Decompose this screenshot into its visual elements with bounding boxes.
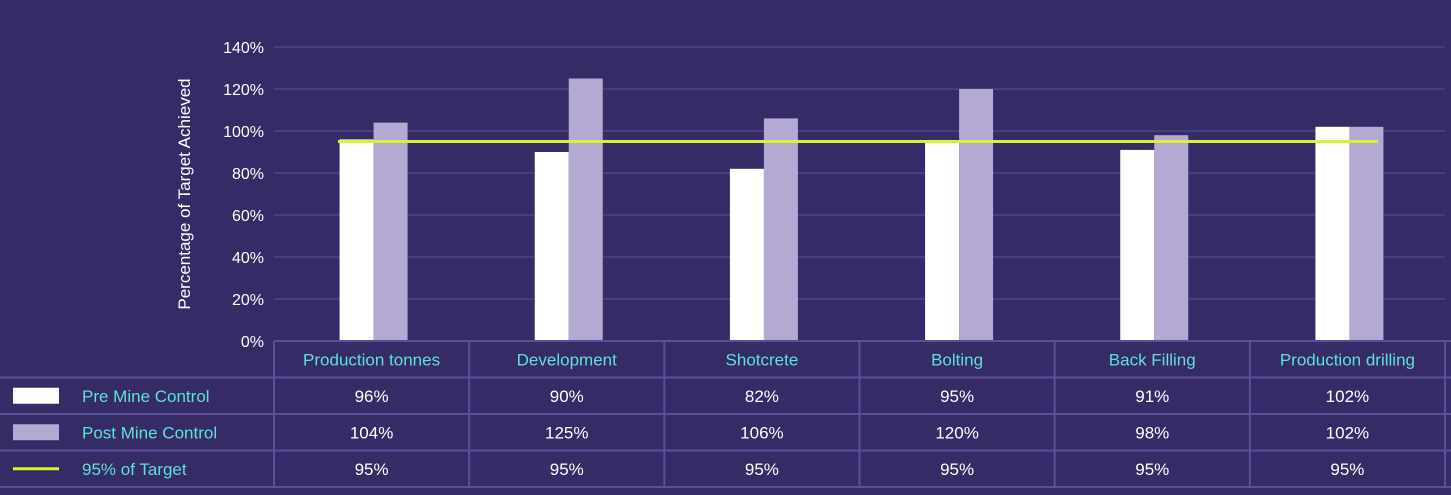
data-table-cell: 95% [1330, 460, 1364, 479]
category-label: Production tonnes [303, 350, 440, 369]
y-tick-label: 80% [232, 166, 264, 183]
data-table-cell: 102% [1326, 387, 1369, 406]
data-table-cell: 120% [935, 423, 978, 442]
data-table-cell: 95% [940, 387, 974, 406]
data-table-cell: 96% [355, 387, 389, 406]
data-table-cell: 125% [545, 423, 588, 442]
data-table-cell: 95% [550, 460, 584, 479]
y-tick-label: 100% [223, 124, 264, 141]
data-table-cell: 90% [550, 387, 584, 406]
data-table-cell: 82% [745, 387, 779, 406]
data-table-cell: 95% [355, 460, 389, 479]
y-tick-label: 120% [223, 82, 264, 99]
bar-post-mine-control [1349, 126, 1384, 341]
data-table-cell: 91% [1135, 387, 1169, 406]
category-label: Production drilling [1280, 350, 1415, 369]
data-table-cell: 98% [1135, 423, 1169, 442]
y-tick-label: 0% [241, 334, 264, 351]
data-table-cell: 95% [1135, 460, 1169, 479]
y-tick-label: 60% [232, 208, 264, 225]
category-label: Bolting [931, 350, 983, 369]
y-tick-label: 20% [232, 292, 264, 309]
legend-key [13, 424, 59, 441]
legend-label: Post Mine Control [82, 423, 217, 442]
data-table-cell: 102% [1326, 423, 1369, 442]
category-label: Shotcrete [726, 350, 799, 369]
bar-pre-mine-control [1315, 126, 1350, 341]
data-table-cell: 95% [940, 460, 974, 479]
bar-pre-mine-control [729, 168, 764, 341]
category-label: Back Filling [1109, 350, 1196, 369]
bar-post-mine-control [959, 89, 994, 341]
legend-label: 95% of Target [82, 460, 187, 479]
y-axis-label: Percentage of Target Achieved [175, 78, 194, 309]
category-label: Development [517, 350, 617, 369]
bar-post-mine-control [568, 78, 603, 341]
legend-key [13, 387, 59, 404]
legend-label: Pre Mine Control [82, 387, 210, 406]
bar-post-mine-control [1154, 135, 1189, 341]
y-tick-label: 140% [223, 40, 264, 57]
y-tick-label: 40% [232, 250, 264, 267]
data-table-cell: 106% [740, 423, 783, 442]
bar-pre-mine-control [925, 141, 960, 341]
bar-pre-mine-control [1120, 149, 1155, 341]
bar-post-mine-control [763, 118, 798, 342]
data-table-cell: 104% [350, 423, 393, 442]
data-table-cell: 95% [745, 460, 779, 479]
bar-post-mine-control [373, 122, 408, 341]
bar-pre-mine-control [339, 139, 374, 341]
bar-pre-mine-control [534, 152, 569, 341]
